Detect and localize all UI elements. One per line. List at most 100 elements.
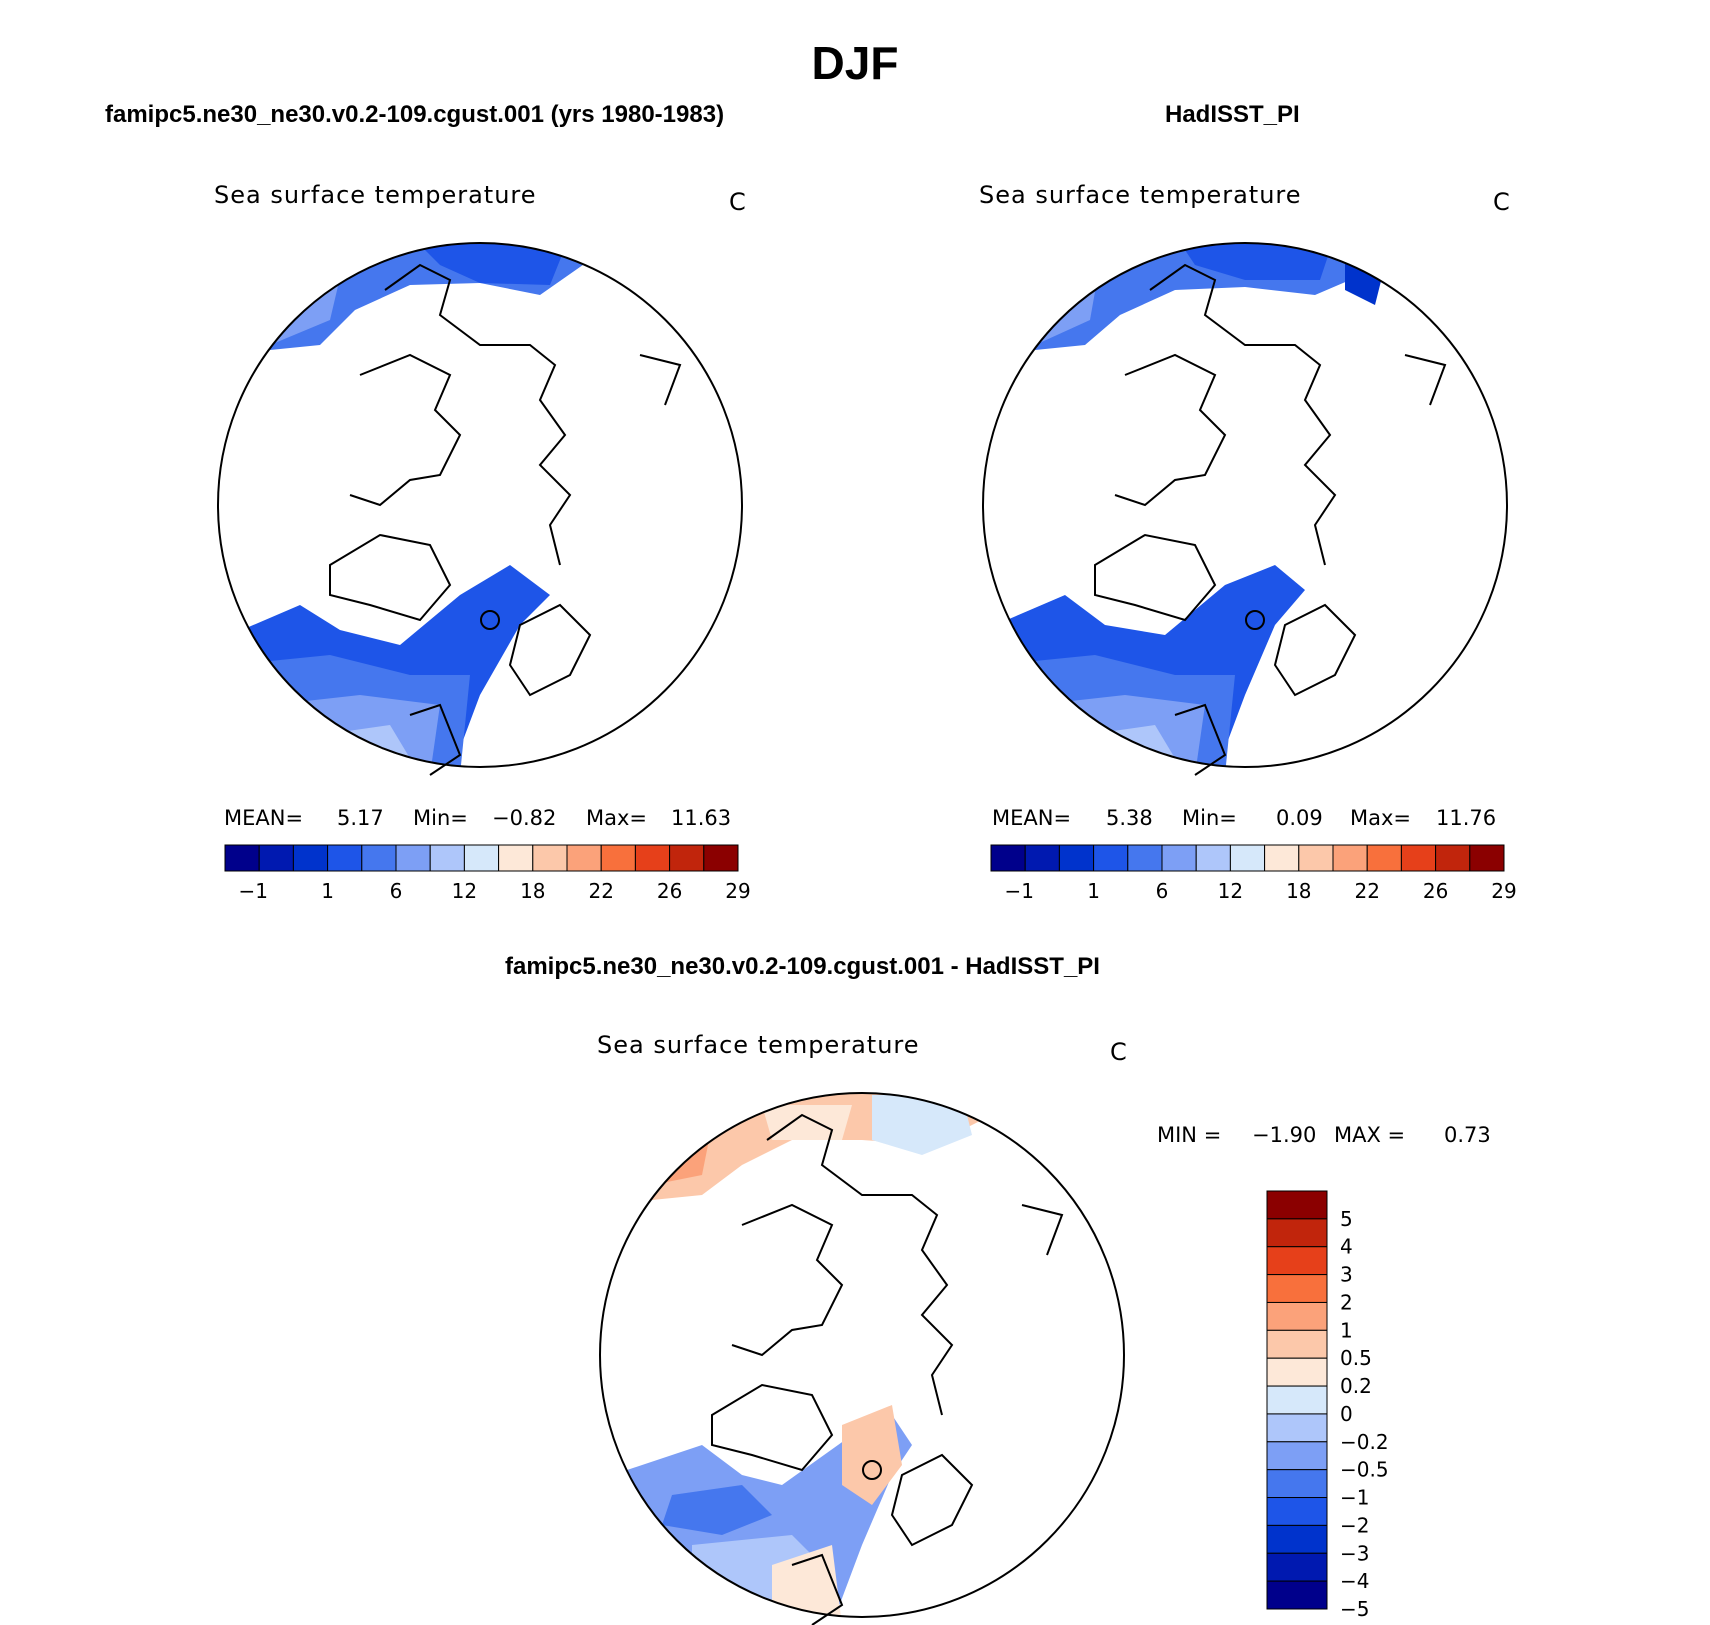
panel2-colorbar-box xyxy=(1058,844,1095,872)
panel1-colorbar-box xyxy=(600,844,636,872)
panel3-colorbar-box xyxy=(1266,1413,1328,1443)
panel1-colorbar-box xyxy=(258,844,294,872)
panel1-colorbar-box xyxy=(566,844,602,872)
panel1-mean: 5.17 xyxy=(337,806,384,830)
panel3-colorbar-tick-label: 0.2 xyxy=(1340,1374,1372,1398)
panel1-colorbar-box xyxy=(634,844,671,872)
panel3-colorbar-tick-label: 3 xyxy=(1340,1263,1353,1287)
panel3-map xyxy=(599,1092,1125,1625)
panel3-colorbar-tick-label: −1 xyxy=(1340,1486,1369,1510)
panel1-colorbar-box xyxy=(292,844,329,872)
panel3-colorbar-tick-label: 0 xyxy=(1340,1402,1353,1426)
panel2-colorbar-box xyxy=(1127,844,1163,872)
figure-title: DJF xyxy=(811,37,899,89)
panel2-colorbar-tick-label: 22 xyxy=(1354,879,1379,903)
panel1-title: famipc5.ne30_ne30.v0.2-109.cgust.001 (yr… xyxy=(105,101,725,128)
panel1-colorbar-box xyxy=(224,844,260,872)
panel2-map-border xyxy=(982,242,1508,768)
panel2-sst-field xyxy=(983,243,1385,767)
panel1-map xyxy=(217,242,743,776)
panel1-colorbar-box xyxy=(429,844,465,872)
panel1-max-label: Max= xyxy=(586,806,648,830)
panel3-colorbar-tick-label: −4 xyxy=(1340,1569,1369,1593)
panel3-colorbar-tick-label: −2 xyxy=(1340,1513,1369,1537)
panel1-colorbar-tick-label: 18 xyxy=(520,879,545,903)
panel3-colorbar-tick-label: −3 xyxy=(1340,1541,1369,1565)
panel2-colorbar-box xyxy=(1435,844,1471,872)
panel3-title: famipc5.ne30_ne30.v0.2-109.cgust.001 - H… xyxy=(505,953,1100,980)
panel1-colorbar-tick-label: 6 xyxy=(390,879,403,903)
panel3-min-label: MIN = xyxy=(1157,1123,1222,1147)
panel1-colorbar-box xyxy=(532,844,568,872)
panel3-colorbar-box xyxy=(1266,1524,1328,1554)
panel3-max: 0.73 xyxy=(1444,1123,1491,1147)
panel2-mean-label: MEAN= xyxy=(992,806,1072,830)
panel2-units: C xyxy=(1493,188,1511,216)
panel3-colorbar-tick-label: −5 xyxy=(1340,1597,1369,1621)
panel2-colorbar-tick-label: 29 xyxy=(1491,879,1516,903)
panel2-colorbar-box xyxy=(990,844,1026,872)
panel1-colorbar-tick-label: 26 xyxy=(657,879,682,903)
panel3-colorbar-box xyxy=(1266,1580,1328,1610)
panel3-colorbar-box xyxy=(1266,1469,1328,1499)
panel3-colorbar-tick-label: 0.5 xyxy=(1340,1346,1372,1370)
panel1-colorbar-tick-label: 22 xyxy=(588,879,613,903)
panel3-colorbar-tick-label: 2 xyxy=(1340,1290,1353,1314)
panel2-colorbar-box xyxy=(1332,844,1368,872)
panel3-colorbar-box xyxy=(1266,1329,1328,1359)
panel2-colorbar-box xyxy=(1195,844,1231,872)
panel2-variable: Sea surface temperature xyxy=(979,181,1302,209)
panel3-colorbar-box xyxy=(1266,1441,1328,1471)
panel3-colorbar-box xyxy=(1266,1497,1328,1526)
panel2-colorbar-box xyxy=(1024,844,1060,872)
panel2-colorbar: −1 1 6 12 18 22 26 29 xyxy=(990,844,1517,903)
panel3-colorbar-tick-label: −0.5 xyxy=(1340,1458,1389,1482)
panel3-colorbar-tick-label: −0.2 xyxy=(1340,1430,1389,1454)
panel2-colorbar-box xyxy=(1161,844,1197,872)
panel3-colorbar-box xyxy=(1266,1552,1328,1582)
panel2-map xyxy=(982,242,1508,776)
panel2-colorbar-box xyxy=(1400,844,1437,872)
panel1-colorbar-box xyxy=(361,844,397,872)
panel2-max-label: Max= xyxy=(1350,806,1412,830)
panel1-colorbar-box xyxy=(498,844,534,872)
panel1-min-label: Min= xyxy=(413,806,468,830)
panel3-colorbar-tick-label: 5 xyxy=(1340,1207,1353,1231)
panel2-min-label: Min= xyxy=(1182,806,1237,830)
panel3-colorbar-box xyxy=(1266,1357,1328,1387)
panel1-colorbar-tick-label: −1 xyxy=(238,879,267,903)
panel2-colorbar-tick-label: 1 xyxy=(1087,879,1100,903)
panel1-mean-label: MEAN= xyxy=(224,806,304,830)
panel1-colorbar: −1 1 6 12 18 22 26 29 xyxy=(224,844,751,903)
panel3-colorbar-tick-label: 4 xyxy=(1340,1235,1353,1259)
panel1-variable: Sea surface temperature xyxy=(214,181,537,209)
panel3-colorbar-box xyxy=(1266,1274,1328,1303)
panel2-colorbar-box xyxy=(1298,844,1334,872)
panel2-colorbar-tick-label: 26 xyxy=(1423,879,1448,903)
panel2-colorbar-tick-label: −1 xyxy=(1004,879,1033,903)
panel1-colorbar-tick-label: 1 xyxy=(321,879,334,903)
panel3-colorbar-tick-label: 1 xyxy=(1340,1318,1353,1342)
panel1-colorbar-tick-label: 29 xyxy=(725,879,750,903)
panel2-colorbar-tick-label: 6 xyxy=(1156,879,1169,903)
panel3-colorbar: 5 4 3 2 1 0.5 0.2 0 −0.2 −0.5 −1 −2 −3 −4 −5 xyxy=(1266,1190,1389,1621)
panel3-sst-diff-field xyxy=(600,1093,992,1617)
panel3-min: −1.90 xyxy=(1252,1123,1317,1147)
panel1-colorbar-box xyxy=(395,844,431,872)
panel2-colorbar-box xyxy=(1366,844,1402,872)
panel3-colorbar-box xyxy=(1266,1218,1328,1248)
panel3-units: C xyxy=(1110,1038,1128,1066)
panel2-colorbar-box xyxy=(1229,844,1266,872)
panel1-min: −0.82 xyxy=(492,806,557,830)
panel3-max-label: MAX = xyxy=(1334,1123,1406,1147)
panel3-colorbar-box xyxy=(1266,1190,1328,1220)
panel2-colorbar-box xyxy=(1469,844,1505,872)
panel2-colorbar-box xyxy=(1093,844,1129,872)
panel2-max: 11.76 xyxy=(1436,806,1497,830)
panel2-colorbar-tick-label: 18 xyxy=(1286,879,1311,903)
panel1-colorbar-box xyxy=(703,844,739,872)
panel1-colorbar-box xyxy=(327,844,363,872)
panel3-variable: Sea surface temperature xyxy=(597,1031,920,1059)
panel1-colorbar-box xyxy=(463,844,500,872)
panel1-max: 11.63 xyxy=(671,806,732,830)
